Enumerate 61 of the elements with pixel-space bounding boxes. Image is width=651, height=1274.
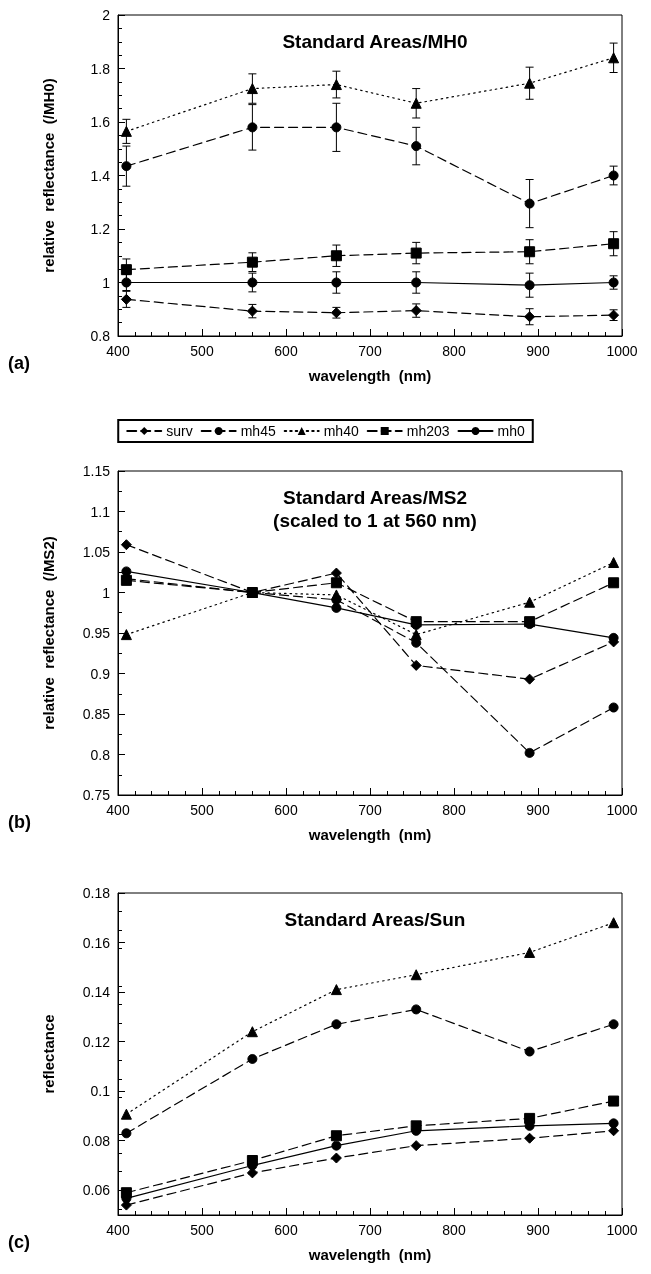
y-tick-label: 1.05	[82, 544, 111, 560]
x-tick-label: 800	[442, 802, 466, 818]
x-tick-label: 400	[106, 802, 130, 818]
y-tick-label: 0.14	[82, 984, 111, 1001]
x-axis-title: wavelength (nm)	[307, 367, 432, 384]
y-tick-label: 0.16	[82, 934, 111, 951]
legend-label: mh0	[497, 423, 525, 439]
text: (c)	[8, 1232, 30, 1252]
text: Standard Areas/Sun	[284, 909, 466, 930]
y-tick-label: 0.8	[90, 328, 111, 344]
y-tick-label: 0.9	[90, 665, 111, 682]
y-tick-label: 0.1	[90, 1083, 111, 1100]
y-tick-label: 1.2	[90, 221, 111, 237]
x-tick-label: 700	[358, 1222, 382, 1238]
x-tick-label: 400	[106, 1222, 130, 1238]
x-tick-label: 500	[190, 802, 214, 818]
legend-label: mh40	[323, 423, 359, 439]
y-axis-title: reflectance	[40, 1014, 57, 1094]
x-tick-label: 500	[190, 343, 214, 359]
y-tick-label: 1	[102, 584, 111, 601]
y-tick-label: 1.15	[82, 463, 111, 479]
x-tick-label: 1000	[606, 802, 638, 818]
x-tick-label: 700	[358, 802, 382, 818]
x-tick-label: 900	[526, 1222, 550, 1238]
text: Standard Areas/MH0	[282, 31, 468, 52]
y-tick-label: 0.75	[82, 787, 111, 803]
text: (a)	[8, 353, 30, 373]
y-tick-label: 0.08	[82, 1132, 111, 1149]
x-tick-label: 600	[274, 1222, 298, 1238]
y-tick-label: 1.1	[90, 503, 111, 520]
y-tick-label: 0.8	[90, 746, 111, 763]
x-tick-label: 900	[526, 343, 550, 359]
x-tick-label: 600	[274, 343, 298, 359]
y-tick-label: 0.18	[82, 885, 111, 901]
y-tick-label: 1	[102, 274, 111, 291]
y-axis-title: relative reflectance (/MH0)	[40, 78, 57, 273]
x-tick-label: 600	[274, 802, 298, 818]
y-tick-label: 1.8	[90, 60, 111, 77]
y-tick-label: 2	[102, 7, 111, 23]
legend-label: mh45	[240, 423, 276, 439]
y-tick-label: 1.4	[90, 167, 111, 184]
x-tick-label: 800	[442, 343, 466, 359]
x-axis-title: wavelength (nm)	[307, 1246, 432, 1263]
y-axis-title: relative reflectance (/MS2)	[40, 536, 57, 730]
x-tick-label: 500	[190, 1222, 214, 1238]
text: Standard Areas/MS2 (scaled to 1 at 560 nm)	[273, 487, 477, 531]
x-tick-label: 1000	[606, 1222, 638, 1238]
y-tick-label: 0.06	[82, 1182, 111, 1199]
y-tick-label: 0.85	[82, 706, 111, 722]
legend-label: surv	[166, 423, 193, 439]
y-tick-label: 0.95	[82, 625, 111, 641]
x-tick-label: 1000	[606, 343, 638, 359]
legend-label: mh203	[406, 423, 450, 439]
x-tick-label: 900	[526, 802, 550, 818]
x-tick-label: 800	[442, 1222, 466, 1238]
y-tick-label: 0.12	[82, 1033, 111, 1050]
x-tick-label: 700	[358, 343, 382, 359]
text: (b)	[8, 812, 31, 832]
x-tick-label: 400	[106, 343, 130, 359]
x-axis-title: wavelength (nm)	[307, 826, 432, 843]
y-tick-label: 1.6	[90, 114, 111, 130]
